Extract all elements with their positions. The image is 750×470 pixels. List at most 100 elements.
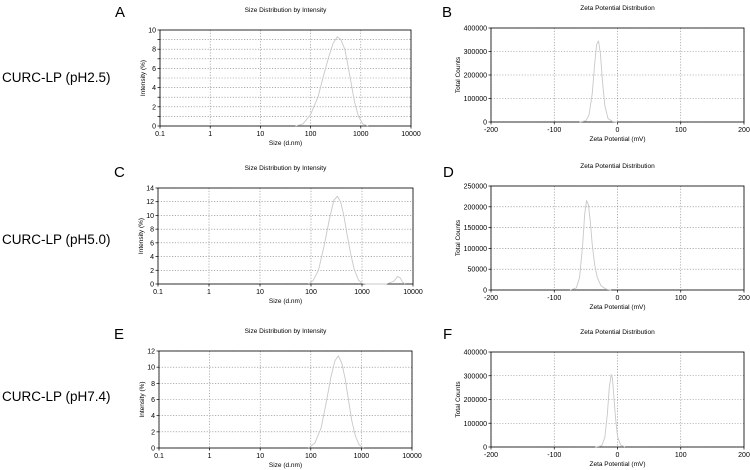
series-line-B-0 xyxy=(579,40,618,123)
y-tick-label: 300000 xyxy=(464,49,487,56)
x-axis-label: Zeta Potential (mV) xyxy=(590,461,646,468)
series-line-F-0 xyxy=(595,374,626,448)
x-tick-label: 100 xyxy=(305,289,317,296)
x-tick-label: 0.1 xyxy=(155,131,165,138)
series-line-D-0 xyxy=(569,200,612,291)
y-tick-label: 10 xyxy=(146,213,154,220)
x-axis-label: Size (d.nm) xyxy=(269,140,302,147)
row-label-1: CURC-LP (pH2.5) xyxy=(2,70,111,85)
x-tick-label: 10000 xyxy=(401,131,421,138)
x-tick-label: -200 xyxy=(484,452,498,459)
chart-title: Size Distribution by Intensity xyxy=(245,165,327,172)
y-tick-label: 200000 xyxy=(464,204,487,211)
y-tick-label: 0 xyxy=(151,446,155,453)
x-axis-label: Zeta Potential (mV) xyxy=(590,304,646,311)
y-tick-label: 0 xyxy=(152,124,156,131)
panel-letter: C xyxy=(114,164,125,181)
plot-frame xyxy=(490,185,745,291)
chart-title: Zeta Potential Distribution xyxy=(580,163,655,170)
x-tick-label: 1000 xyxy=(353,131,369,138)
series-line-C-0 xyxy=(308,195,406,285)
y-tick-label: 8 xyxy=(150,227,154,234)
y-tick-label: 200000 xyxy=(464,397,487,404)
x-tick-label: 1 xyxy=(208,453,212,460)
y-axis-label: Total Counts xyxy=(455,381,462,418)
y-tick-label: 400000 xyxy=(464,26,487,33)
x-tick-label: 0 xyxy=(616,127,620,134)
x-tick-label: 10 xyxy=(256,289,264,296)
series-line-A-0 xyxy=(295,36,369,127)
panel-B: B Zeta Potential Distribution 0 100000 20000… xyxy=(442,4,750,143)
x-tick-label: -100 xyxy=(547,452,561,459)
chart-title: Zeta Potential Distribution xyxy=(580,5,655,12)
chart-title: Size Distribution by Intensity xyxy=(245,328,327,335)
x-tick-label: 1 xyxy=(208,131,212,138)
y-axis-label: Total Counts xyxy=(455,219,462,256)
panel-letter: F xyxy=(443,326,452,343)
y-tick-label: 2 xyxy=(151,429,155,436)
x-tick-label: 100 xyxy=(305,131,317,138)
x-axis-label: Zeta Potential (mV) xyxy=(590,136,646,143)
panel-letter: A xyxy=(115,4,125,21)
y-tick-label: 12 xyxy=(147,349,155,356)
y-tick-label: 2 xyxy=(152,104,156,111)
y-tick-label: 200000 xyxy=(464,73,487,80)
y-tick-label: 6 xyxy=(152,66,156,73)
y-tick-label: 14 xyxy=(146,186,154,193)
x-tick-label: 10000 xyxy=(402,453,422,460)
y-tick-label: 8 xyxy=(152,47,156,54)
y-axis-label: Total Counts xyxy=(455,56,462,93)
x-axis-label: Size (d.nm) xyxy=(269,298,302,305)
y-tick-label: 100000 xyxy=(464,246,487,253)
x-tick-label: 1 xyxy=(207,289,211,296)
y-tick-label: 6 xyxy=(151,397,155,404)
x-tick-label: 0.1 xyxy=(154,453,164,460)
x-tick-label: 200 xyxy=(738,452,750,459)
x-tick-label: 1000 xyxy=(354,453,370,460)
panel-letter: D xyxy=(443,164,454,181)
panel-C: C Size Distribution by Intensity 0 2 4 6 8 10 12… xyxy=(114,164,423,305)
y-tick-label: 4 xyxy=(150,254,154,261)
y-tick-label: 0 xyxy=(483,120,487,127)
x-tick-label: 100 xyxy=(305,453,317,460)
y-axis-label: Intensity (%) xyxy=(139,381,146,417)
chart-title: Zeta Potential Distribution xyxy=(580,329,655,336)
x-axis-label: Size (d.nm) xyxy=(269,462,302,469)
chart-title: Size Distribution by Intensity xyxy=(245,7,327,14)
panel-E: E Size Distribution by Intensity 0 2 4 6 8 10 12… xyxy=(114,326,422,469)
panel-D: D Zeta Potential Distribution 0 50000 100000… xyxy=(443,163,750,311)
x-tick-label: 10 xyxy=(257,131,265,138)
x-tick-label: -200 xyxy=(484,127,498,134)
y-axis-label: Intensity (%) xyxy=(138,218,145,254)
x-tick-label: 0.1 xyxy=(153,289,163,296)
y-tick-label: 8 xyxy=(151,381,155,388)
y-tick-label: 300000 xyxy=(464,373,487,380)
y-tick-label: 100000 xyxy=(464,96,487,103)
y-tick-label: 12 xyxy=(146,199,154,206)
y-tick-label: 6 xyxy=(150,240,154,247)
x-tick-label: 100 xyxy=(675,295,687,302)
y-tick-label: 100000 xyxy=(464,421,487,428)
series-line-E-0 xyxy=(308,355,364,449)
y-tick-label: 0 xyxy=(483,445,487,452)
x-tick-label: 10000 xyxy=(403,289,423,296)
y-tick-label: 0 xyxy=(150,282,154,289)
y-tick-label: 2 xyxy=(150,268,154,275)
panel-A: A Size Distribution by Intensity 0 2 4 6 8 10 0.… xyxy=(115,4,421,147)
x-tick-label: 200 xyxy=(738,295,750,302)
x-tick-label: 10 xyxy=(256,453,264,460)
y-tick-label: 0 xyxy=(483,288,487,295)
y-tick-label: 10 xyxy=(148,28,156,35)
y-tick-label: 10 xyxy=(147,365,155,372)
panel-letter: B xyxy=(442,4,452,21)
row-label-3: CURC-LP (pH7.4) xyxy=(2,389,111,404)
y-tick-label: 150000 xyxy=(464,225,487,232)
x-tick-label: 0 xyxy=(616,295,620,302)
x-tick-label: -100 xyxy=(547,127,561,134)
y-tick-label: 250000 xyxy=(464,184,487,191)
panel-F: F Zeta Potential Distribution 0 100000 20000… xyxy=(443,326,750,468)
y-tick-label: 4 xyxy=(152,85,156,92)
x-tick-label: 200 xyxy=(738,127,750,134)
plot-frame xyxy=(157,187,414,285)
row-label-2: CURC-LP (pH5.0) xyxy=(2,232,111,247)
